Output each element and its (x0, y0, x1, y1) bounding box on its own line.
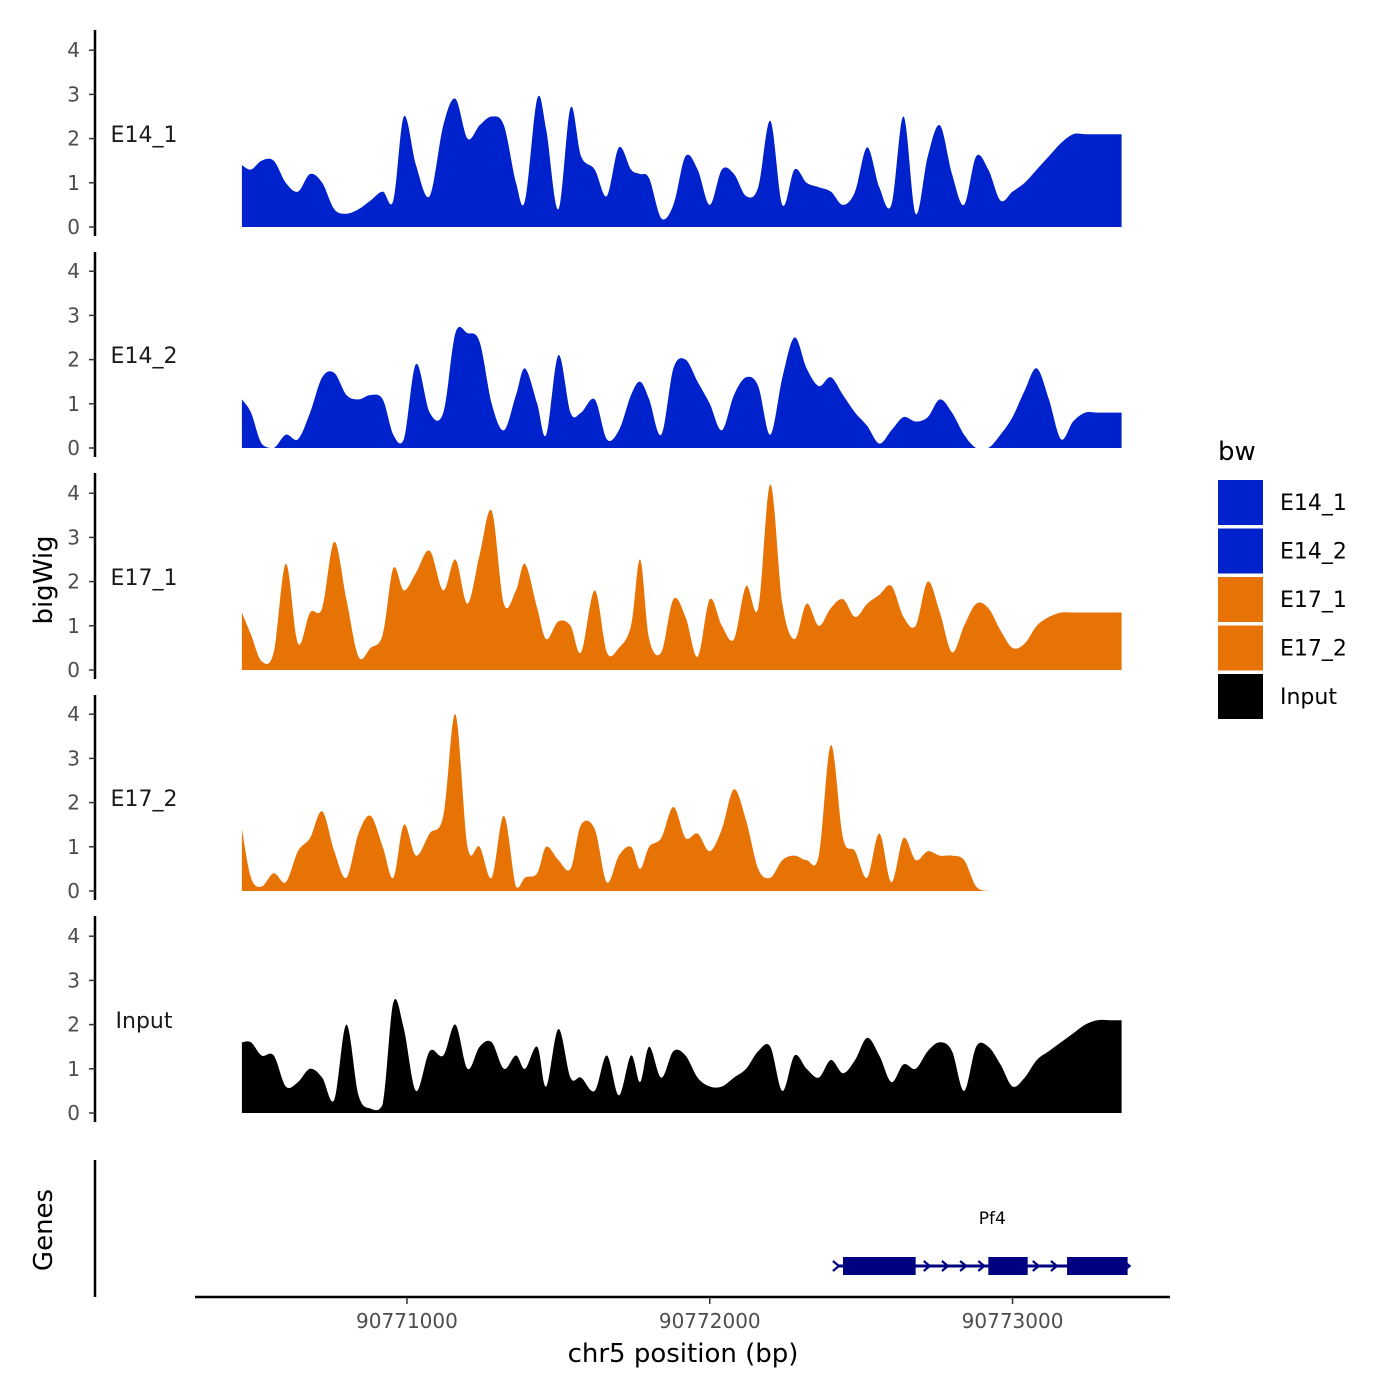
legend-label: E14_1 (1280, 491, 1347, 516)
signal-area-input (241, 999, 1122, 1113)
x-tick-label: 90771000 (356, 1309, 458, 1333)
strand-arrow (977, 1260, 986, 1272)
y-tick-label: 2 (67, 570, 80, 594)
y-tick-label: 0 (67, 215, 80, 239)
y-tick-label: 0 (67, 658, 80, 682)
legend-swatch (1218, 528, 1263, 574)
track-e14-1: 0 1 2 3 4 E14_1 (67, 30, 1122, 239)
track-input: 0 1 2 3 4 Input (67, 916, 1122, 1125)
y-tick-label: 0 (67, 436, 80, 460)
genes-axis-title: Genes (29, 1189, 59, 1271)
signal-area-e17-1 (241, 484, 1122, 670)
legend-label: E17_1 (1280, 588, 1347, 613)
y-tick-label: 3 (67, 303, 80, 327)
strand-arrow (1032, 1260, 1041, 1272)
y-tick-label: 2 (67, 348, 80, 372)
y-tick-label: 1 (67, 835, 80, 859)
x-axis: 90771000 90772000 90773000 (195, 1295, 1170, 1333)
legend-entry-e17-1: E17_1 (1218, 577, 1347, 622)
y-axis-title: bigWig (29, 535, 59, 624)
genes-track: Pf4 (93, 1160, 1132, 1297)
legend-swatch (1218, 674, 1263, 719)
y-tick-label: 2 (67, 127, 80, 151)
legend-swatch (1218, 577, 1263, 622)
y-tick-label: 2 (67, 1013, 80, 1037)
x-tick-label: 90772000 (659, 1309, 761, 1333)
signal-area-e14-2 (241, 326, 1122, 448)
y-tick-label: 1 (67, 171, 80, 195)
gene-exon (1067, 1257, 1128, 1275)
track-e17-2: 0 1 2 3 4 E17_2 (67, 695, 1122, 903)
legend-entry-e14-2: E14_2 (1218, 528, 1347, 574)
track-label: Input (116, 1009, 173, 1034)
track-label: E17_1 (111, 566, 178, 591)
y-tick-label: 3 (67, 525, 80, 549)
y-tick-label: 4 (67, 259, 80, 283)
x-tick-label: 90773000 (962, 1309, 1064, 1333)
y-tick-label: 1 (67, 392, 80, 416)
legend-swatch (1218, 625, 1263, 671)
signal-area-e17-2 (241, 713, 1122, 891)
legend-label: Input (1280, 685, 1337, 710)
strand-arrow (923, 1260, 932, 1272)
y-tick-label: 4 (67, 481, 80, 505)
legend-entry-e14-1: E14_1 (1218, 480, 1347, 525)
strand-arrow (832, 1260, 841, 1272)
legend-swatch (1218, 480, 1263, 525)
legend-label: E14_2 (1280, 540, 1347, 565)
y-tick-label: 3 (67, 82, 80, 106)
gene-label: Pf4 (979, 1209, 1006, 1229)
gene-exon (842, 1257, 916, 1275)
track-e14-2: 0 1 2 3 4 E14_2 (67, 252, 1122, 460)
track-label: E17_2 (111, 787, 178, 812)
y-tick-label: 2 (67, 791, 80, 815)
y-tick-label: 0 (67, 1101, 80, 1125)
y-tick-label: 1 (67, 614, 80, 638)
strand-arrow (941, 1260, 950, 1272)
gene-exon (988, 1257, 1028, 1275)
legend-label: E17_2 (1280, 637, 1347, 662)
tracks-area: 0 1 2 3 4 E14_1 0 1 2 3 4 E14_2 0 1 2 3 4 E17_1 0 1 2 3 4 E17_2… (67, 30, 1122, 1125)
y-tick-label: 3 (67, 746, 80, 770)
strand-arrow (1050, 1260, 1059, 1272)
y-tick-label: 3 (67, 968, 80, 992)
signal-area-e14-1 (241, 95, 1122, 228)
y-tick-label: 4 (67, 702, 80, 726)
track-e17-1: 0 1 2 3 4 E17_1 (67, 473, 1122, 682)
legend-entry-e17-2: E17_2 (1218, 625, 1347, 671)
strand-arrow (959, 1260, 968, 1272)
track-label: E14_2 (111, 344, 178, 369)
gene-pf4: Pf4 (832, 1209, 1132, 1275)
x-axis-title: chr5 position (bp) (568, 1339, 799, 1369)
y-tick-label: 4 (67, 38, 80, 62)
y-tick-label: 1 (67, 1057, 80, 1081)
legend-entry-input: Input (1218, 674, 1337, 719)
legend-title: bw (1218, 437, 1256, 467)
y-tick-label: 4 (67, 924, 80, 948)
legend: bw E14_1 E14_2 E17_1 E17_2 Input (1218, 437, 1347, 719)
track-label: E14_1 (111, 123, 178, 148)
y-tick-label: 0 (67, 879, 80, 903)
